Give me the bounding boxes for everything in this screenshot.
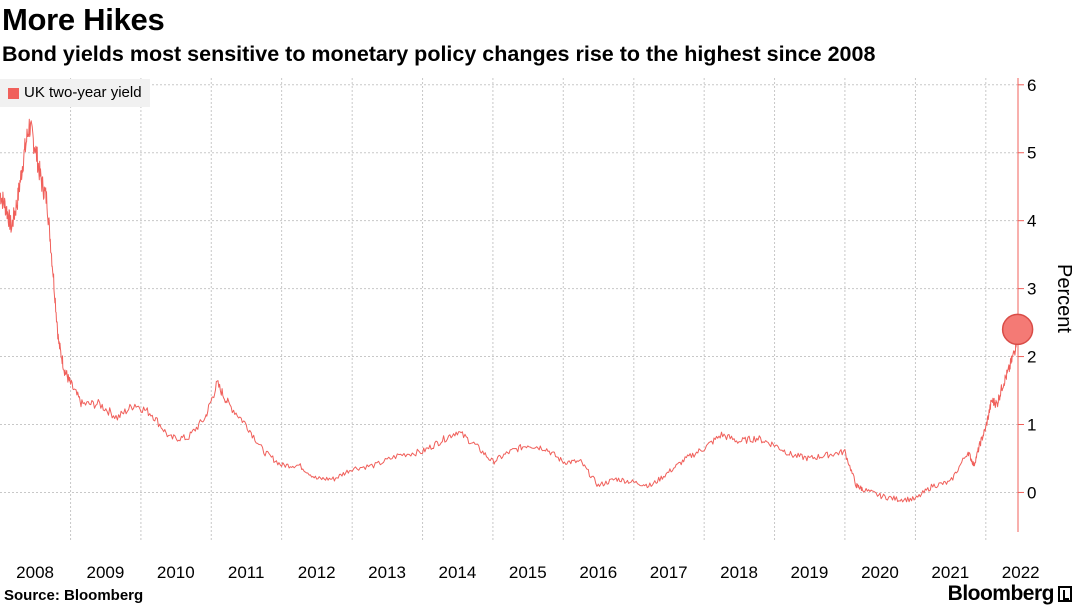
y-tick-label: 4 [1027,212,1036,231]
x-tick-label: 2015 [509,563,547,582]
x-tick-label: 2010 [157,563,195,582]
y-tick-label: 6 [1027,76,1036,95]
x-tick-label: 2022 [1002,563,1040,582]
x-tick-label: 2018 [720,563,758,582]
x-tick-label: 2008 [16,563,54,582]
brand-mark-icon [1058,586,1072,602]
y-axis-title: Percent [1053,264,1075,333]
source-note: Source: Bloomberg [4,587,144,604]
x-tick-label: 2019 [791,563,829,582]
x-tick-label: 2014 [439,563,477,582]
chart-title: More Hikes [2,2,165,37]
chart-subtitle: Bond yields most sensitive to monetary p… [2,42,876,66]
y-tick-label: 2 [1027,348,1036,367]
y-tick-label: 1 [1027,416,1036,435]
x-tick-label: 2021 [931,563,969,582]
x-tick-label: 2020 [861,563,899,582]
brand-text: Bloomberg [947,582,1055,605]
legend-label: UK two-year yield [24,84,142,101]
annotations [1001,313,1034,346]
legend: UK two-year yield [0,79,150,107]
x-tick-label: 2012 [298,563,336,582]
brand-logo: Bloomberg [948,580,1072,608]
gridlines [0,78,1018,540]
x-tick-label: 2017 [650,563,688,582]
x-tick-label: 2009 [87,563,125,582]
y-tick-label: 3 [1027,280,1036,299]
y-tick-label: 5 [1027,144,1036,163]
axes: 0 1 2 3 4 5 6 2008 2009 2010 2011 2012 2013 2014 2015 2… [16,76,1075,582]
x-tick-label: 2011 [228,563,265,582]
series-line-uk-two-year-yield [0,118,1019,503]
highlight-circle [1001,313,1034,346]
series-layer [0,118,1019,503]
x-tick-label: 2016 [579,563,617,582]
x-tick-label: 2013 [368,563,406,582]
legend-swatch [8,87,19,99]
y-tick-label: 0 [1027,483,1036,502]
